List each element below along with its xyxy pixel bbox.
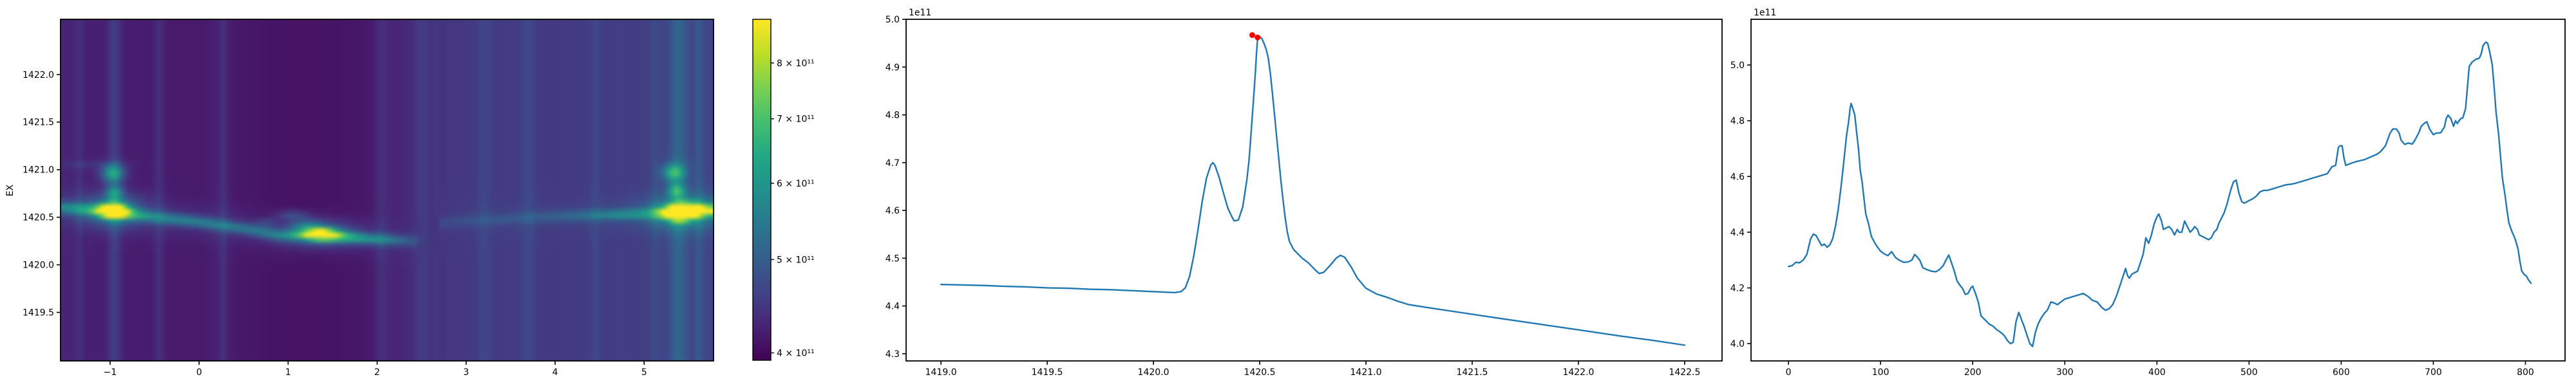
y-tick-label: 1420.0 [23,261,54,271]
y-tick-label: 1420.5 [23,213,54,223]
x-tick-label: 1420.5 [1244,367,1276,378]
x-tick-label: 0 [1786,367,1792,378]
x-tick-label: 1421.0 [1350,367,1382,378]
colorbar-tick-label: 5 × 10¹¹ [777,255,815,265]
y-tick-label: 1421.5 [23,118,54,128]
x-tick-label: 1419.0 [925,367,957,378]
x-tick-label: 5 [641,367,647,378]
y-tick-label: 4.2 [1730,284,1745,294]
axes-frame [1750,19,2566,362]
y-tick-label: 4.9 [886,62,900,73]
x-tick-label: 3 [463,367,469,378]
y-tick-label: 1422.0 [23,70,54,80]
x-tick-label: 1421.5 [1456,367,1488,378]
middle-chart-offset-text: 1e11 [909,8,931,18]
x-tick-label: 1422.5 [1669,367,1700,378]
peak-marker-dot [1249,32,1255,39]
data-line-series [940,36,1686,346]
colorbar [753,19,771,360]
x-tick-label: 1422.0 [1562,367,1594,378]
y-tick-label: 5.0 [886,15,900,25]
data-line-series [1787,41,2532,347]
y-tick-label: 4.8 [886,111,900,121]
x-tick-label: 4 [553,367,558,378]
y-tick-label: 4.4 [886,302,900,312]
x-tick-label: 1419.5 [1032,367,1063,378]
x-tick-label: 800 [2517,367,2534,378]
y-tick-label: 4.5 [886,253,900,264]
heatmap-image [61,19,714,361]
x-tick-label: 400 [2148,367,2166,378]
right-chart-offset-text: 1e11 [1754,8,1776,18]
x-tick-label: 1 [285,367,291,378]
y-tick-label: 4.6 [1730,172,1745,182]
y-tick-label: 4.3 [886,349,900,360]
heatmap-y-axis-label: EX [5,184,15,196]
axes-frame [905,19,1723,362]
x-tick-label: 700 [2425,367,2442,378]
y-tick-label: 5.0 [1730,60,1745,71]
x-tick-label: 500 [2240,367,2258,378]
x-tick-label: 300 [2056,367,2074,378]
y-tick-label: 1421.0 [23,165,54,176]
x-tick-label: 600 [2333,367,2350,378]
x-tick-label: 0 [196,367,202,378]
x-tick-label: −1 [104,367,117,378]
y-tick-label: 4.6 [886,206,900,216]
x-tick-label: 2 [374,367,380,378]
x-tick-label: 200 [1964,367,1982,378]
colorbar-tick-label: 4 × 10¹¹ [777,349,815,359]
y-tick-label: 1419.5 [23,308,54,318]
colorbar-tick-label: 6 × 10¹¹ [777,179,815,189]
colorbar-frame [752,19,772,361]
y-tick-label: 4.7 [886,158,900,169]
y-tick-label: 4.4 [1730,228,1745,238]
x-tick-label: 100 [1872,367,1889,378]
colorbar-tick-label: 8 × 10¹¹ [777,59,815,69]
y-tick-label: 4.8 [1730,116,1745,127]
y-tick-label: 4.0 [1730,339,1745,349]
x-tick-label: 1420.0 [1138,367,1170,378]
peak-marker-dot [1255,34,1261,41]
axes-frame [60,19,714,362]
colorbar-tick-label: 7 × 10¹¹ [777,115,815,125]
